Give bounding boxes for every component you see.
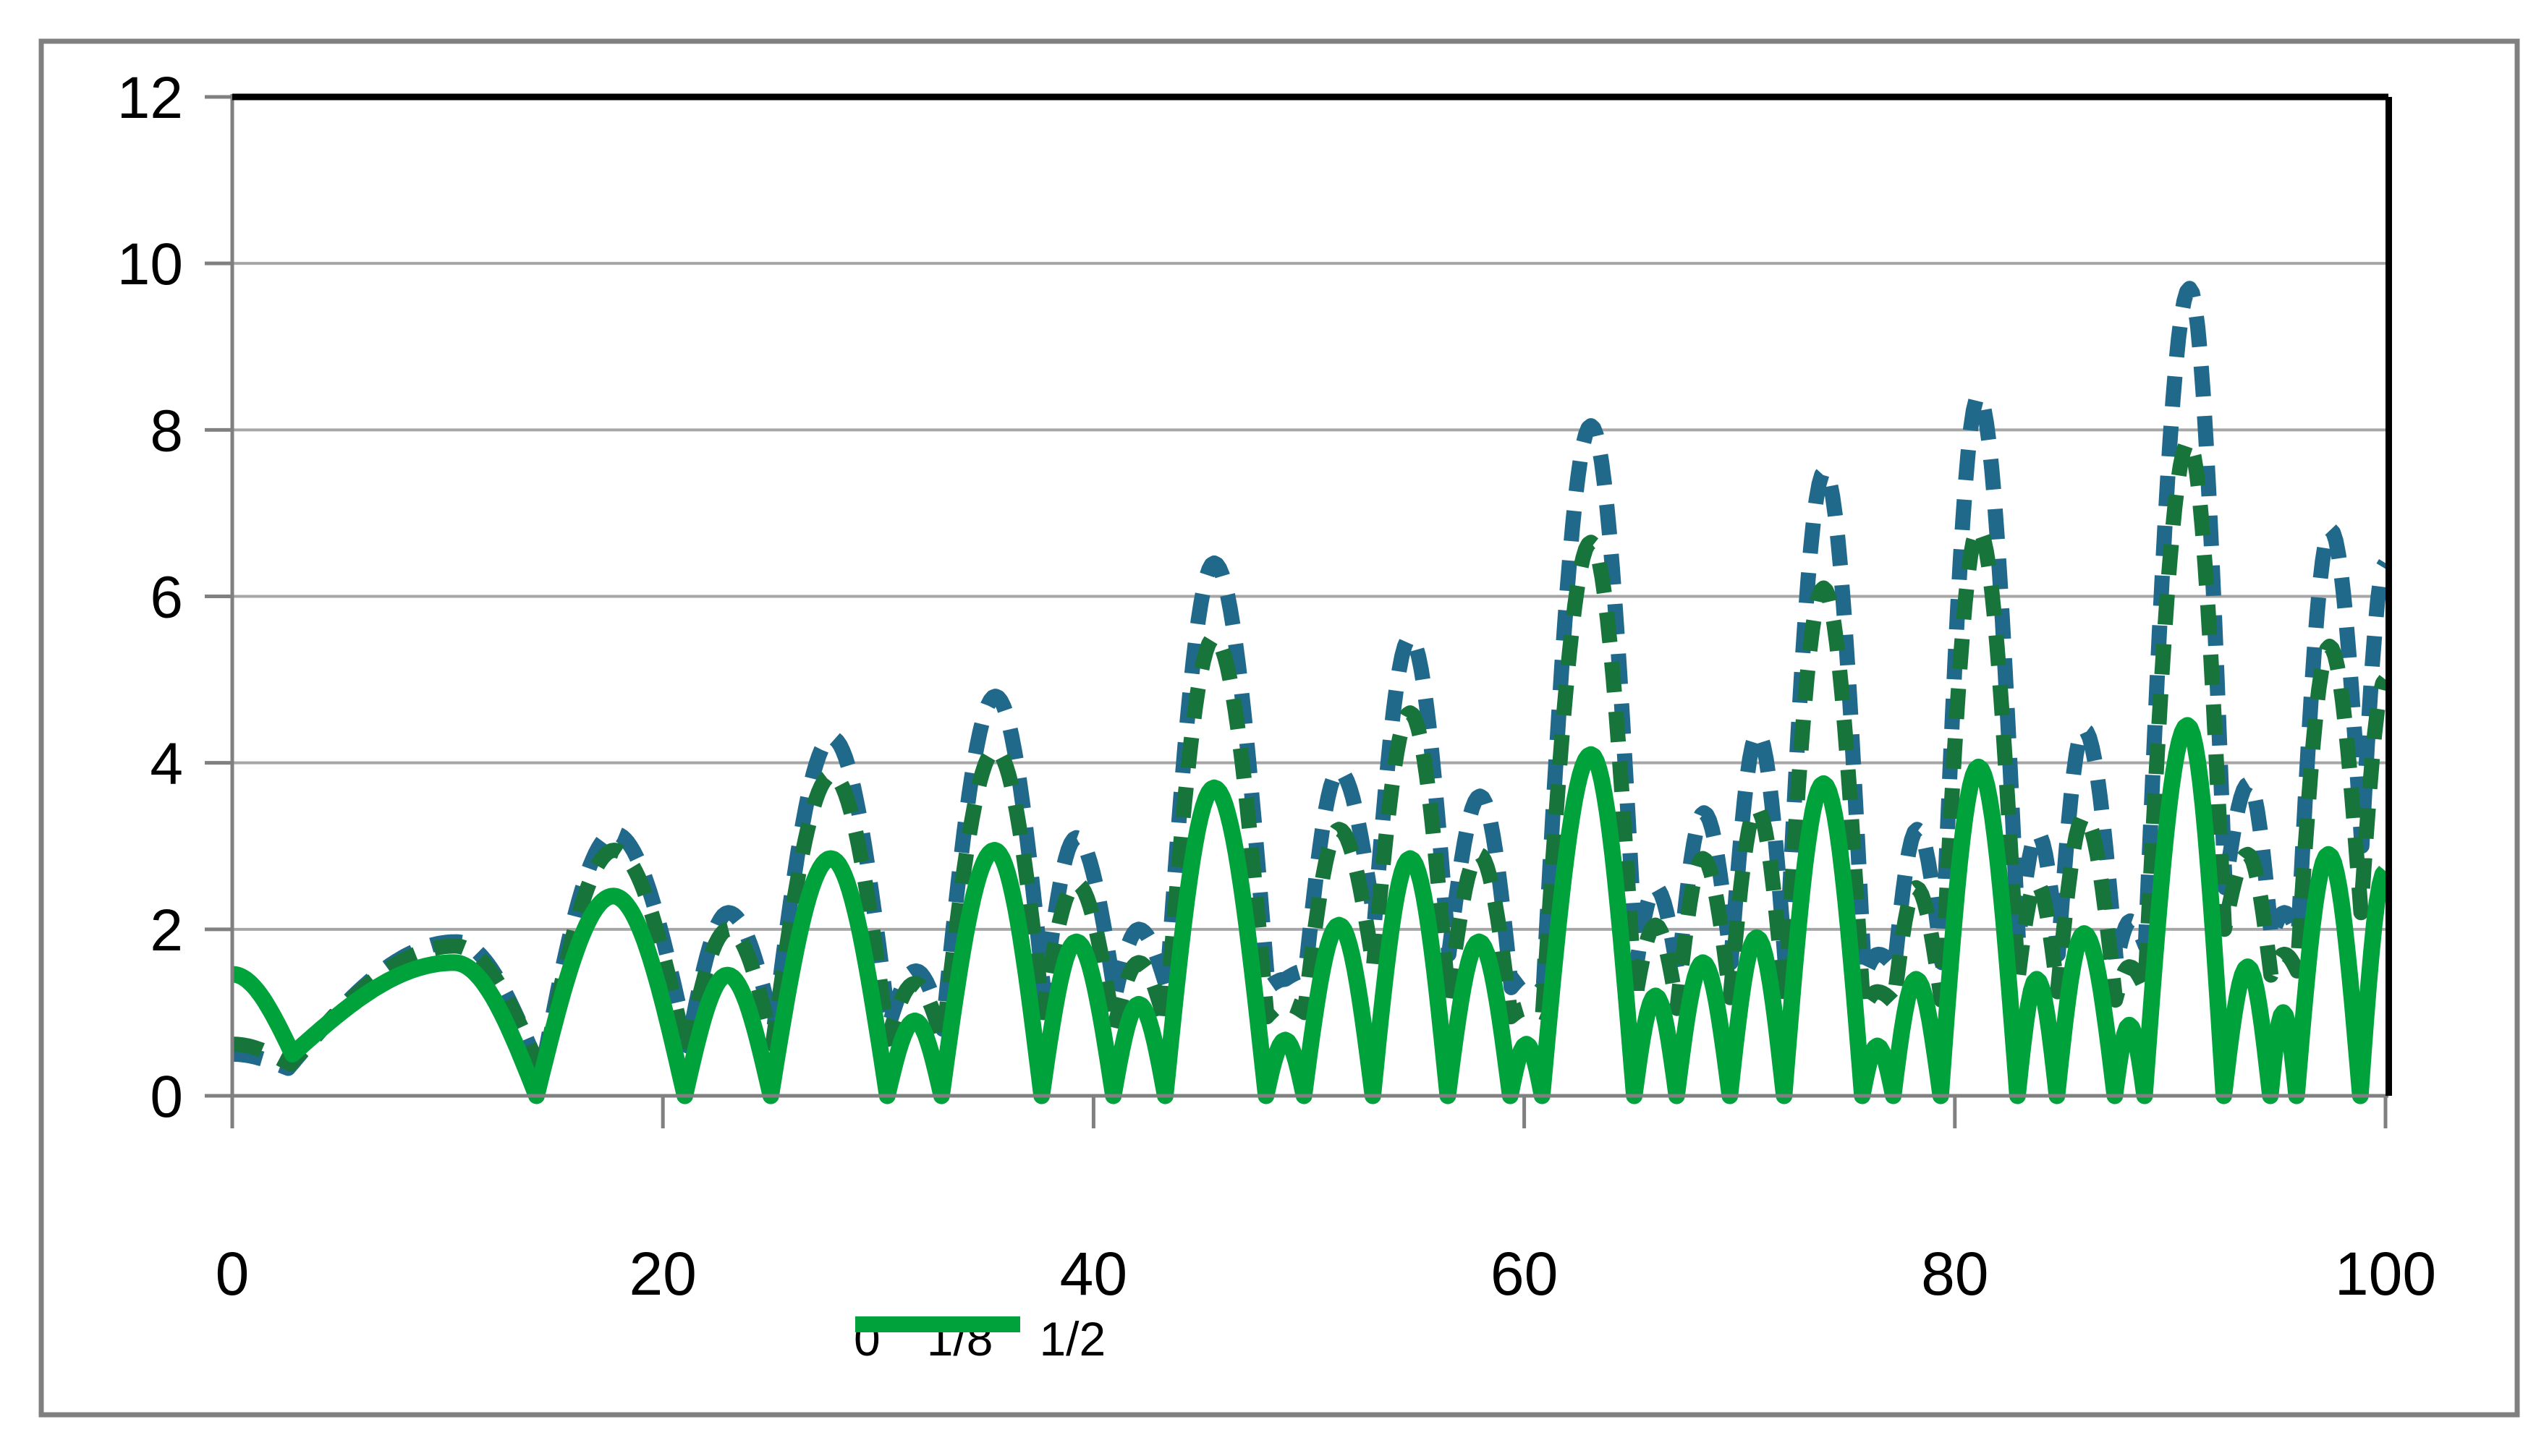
- series-curve-1-2: [226, 717, 2392, 1104]
- legend: 0 1/8 1/2: [854, 1315, 1106, 1363]
- x-tick-label: 60: [1490, 1240, 1558, 1308]
- y-tick-label: 10: [117, 231, 183, 297]
- y-tick-label: 8: [150, 398, 183, 464]
- y-tick-label: 4: [150, 731, 183, 797]
- y-tick-label: 6: [150, 565, 183, 631]
- y-tick-label: 12: [117, 65, 183, 131]
- y-tick-label: 0: [150, 1064, 183, 1130]
- x-tick-label: 100: [2335, 1240, 2436, 1308]
- x-tick-label: 0: [216, 1240, 250, 1308]
- x-tick-label: 20: [629, 1240, 696, 1308]
- series-curve-1-8: [227, 435, 2392, 1083]
- chart-outer-frame: [38, 38, 2520, 1418]
- legend-swatch-solid-green: [855, 1316, 1020, 1332]
- y-tick-label: 2: [150, 898, 183, 963]
- legend-label: 1/2: [1039, 1312, 1106, 1366]
- x-tick-label: 40: [1060, 1240, 1127, 1308]
- legend-item-2: 1/2: [855, 1312, 1106, 1366]
- x-tick-label: 80: [1921, 1240, 1988, 1308]
- plot-border-right: [2386, 97, 2392, 1096]
